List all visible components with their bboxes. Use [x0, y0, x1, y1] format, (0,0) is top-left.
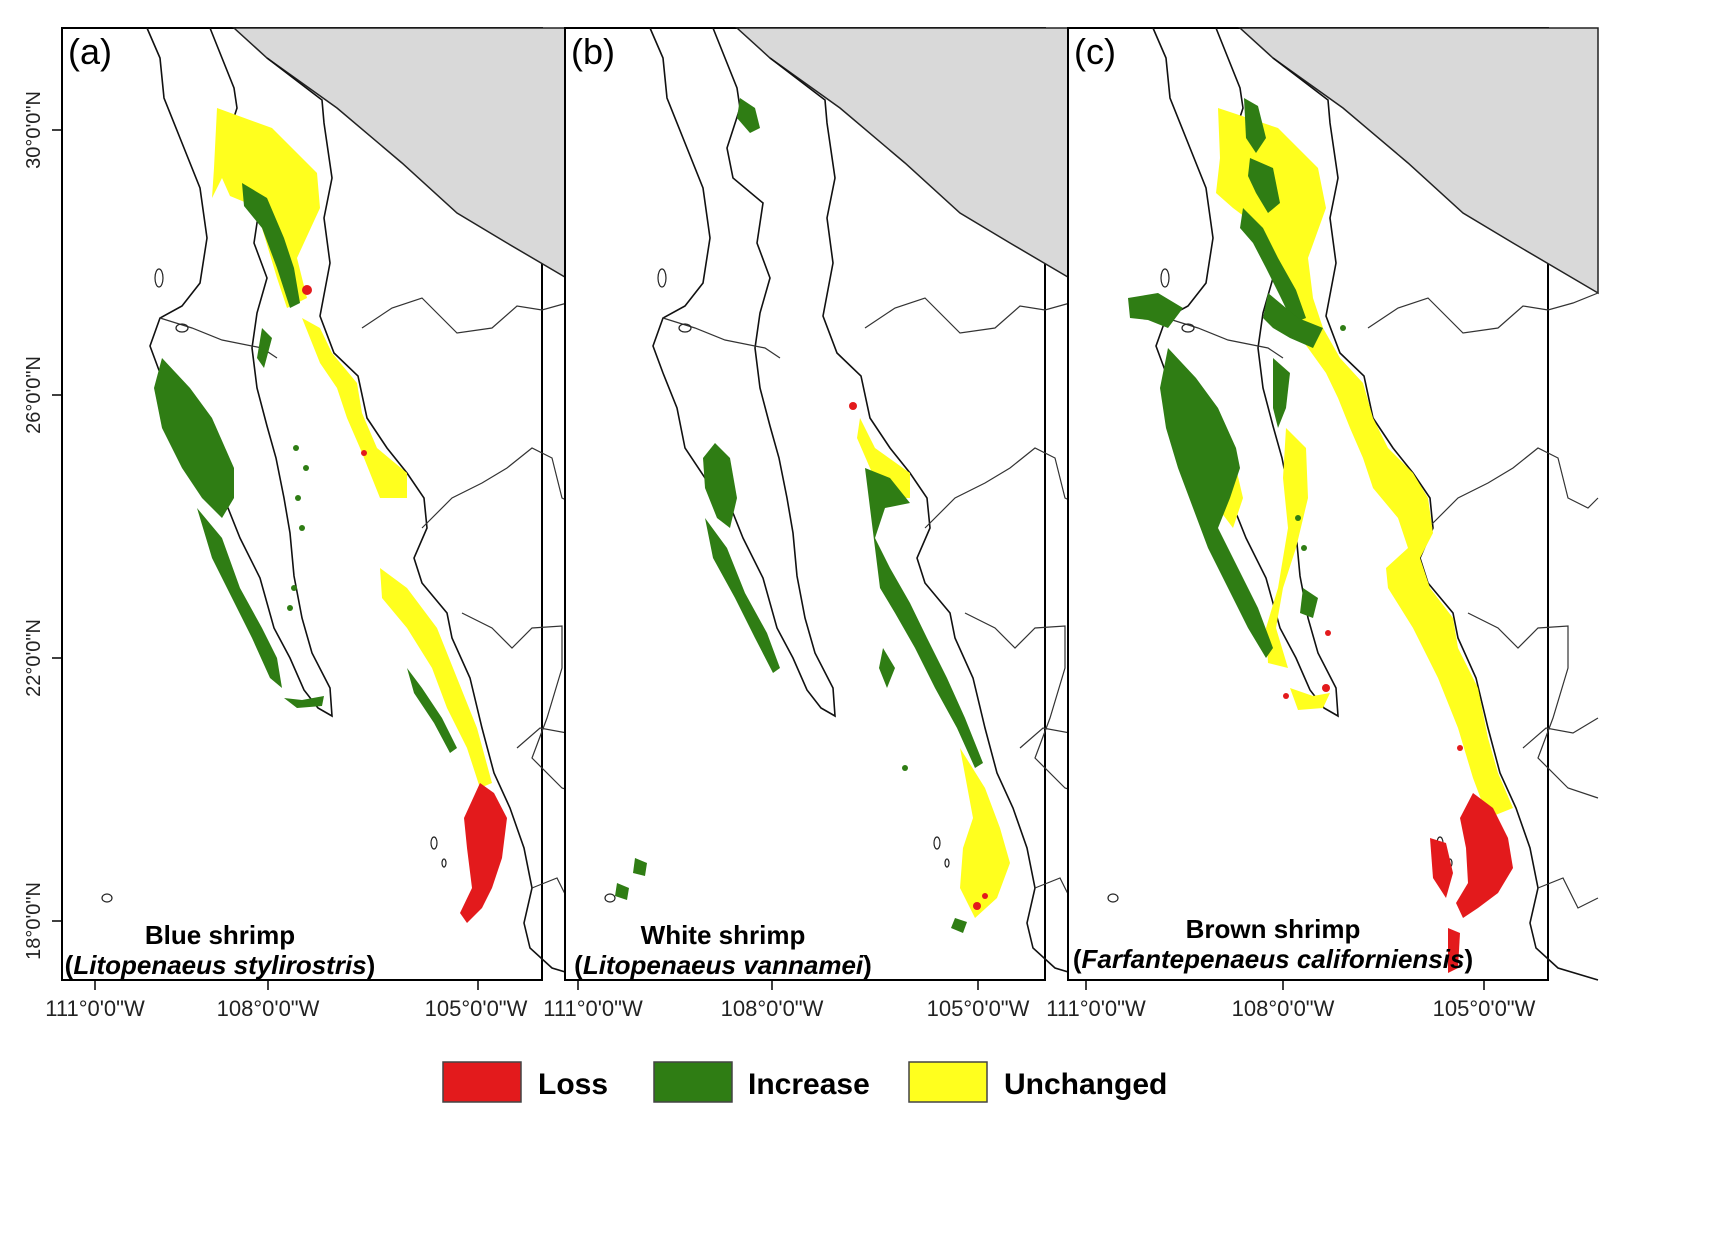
panel-c-label: (c)	[1074, 31, 1116, 72]
x-axis-ticks	[94, 980, 1485, 990]
legend-loss-swatch	[442, 1061, 522, 1103]
legend-increase-label: Increase	[748, 1068, 870, 1101]
panel-c-xtick-111: 111°0'0"W	[1046, 996, 1146, 1021]
panel-b-xtick-111: 111°0'0"W	[543, 996, 643, 1021]
panel-a-xtick-108: 108°0'0"W	[217, 996, 320, 1021]
ytick-26n: 26°0'0"N	[23, 356, 45, 434]
panel-b-increase-areas	[615, 98, 983, 933]
panel-b-common-name: White shrimp	[641, 920, 806, 950]
ytick-22n: 22°0'0"N	[23, 619, 45, 697]
legend-unchanged-swatch	[908, 1061, 988, 1103]
panel-a-common-name: Blue shrimp	[145, 920, 295, 950]
legend-unchanged-label: Unchanged	[1004, 1068, 1167, 1101]
panel-b-label: (b)	[571, 31, 615, 72]
legend-increase-swatch	[653, 1061, 733, 1103]
x-axis-labels: 111°0'0"W 108°0'0"W 105°0'0"W 111°0'0"W …	[45, 996, 1535, 1021]
ytick-30n: 30°0'0"N	[23, 91, 45, 169]
panel-c-loss-areas	[1283, 630, 1513, 973]
panel-b-xtick-105: 105°0'0"W	[927, 996, 1030, 1021]
panel-c-increase-areas	[1128, 98, 1346, 658]
panel-b-xtick-108: 108°0'0"W	[721, 996, 824, 1021]
panel-b-unchanged-areas	[857, 418, 1010, 918]
panel-a-xtick-111: 111°0'0"W	[45, 996, 145, 1021]
panel-b-scientific-line: (Litopenaeus vannamei)	[574, 950, 872, 980]
ytick-18n: 18°0'0"N	[23, 882, 45, 960]
panel-a-scientific-line: (Litopenaeus stylirostris)	[65, 950, 376, 980]
panel-b: (b) White shrimp (Litopenaeus vannamei)	[564, 27, 1096, 981]
panel-c-xtick-105: 105°0'0"W	[1433, 996, 1536, 1021]
panel-a-label: (a)	[68, 31, 112, 72]
legend-loss-label: Loss	[538, 1068, 608, 1101]
panel-c-common-name: Brown shrimp	[1186, 914, 1361, 944]
y-axis-ticks	[52, 129, 62, 922]
panel-c-scientific-line: (Farfantepenaeus californiensis)	[1073, 944, 1473, 974]
panel-b-loss-areas	[849, 402, 988, 910]
panel-a-loss-areas	[302, 285, 507, 923]
panel-a: (a) Blue shrimp (Litopenaeus stylirostri…	[61, 27, 593, 981]
y-axis-labels: 30°0'0"N 26°0'0"N 22°0'0"N 18°0'0"N	[23, 91, 45, 960]
panel-a-increase-areas	[154, 183, 457, 753]
panel-a-xtick-105: 105°0'0"W	[425, 996, 528, 1021]
panel-c: (c) Brown shrimp (Farfantepenaeus califo…	[1067, 27, 1599, 981]
panel-c-xtick-108: 108°0'0"W	[1232, 996, 1335, 1021]
legend: Loss Increase Unchanged	[442, 1061, 1167, 1103]
